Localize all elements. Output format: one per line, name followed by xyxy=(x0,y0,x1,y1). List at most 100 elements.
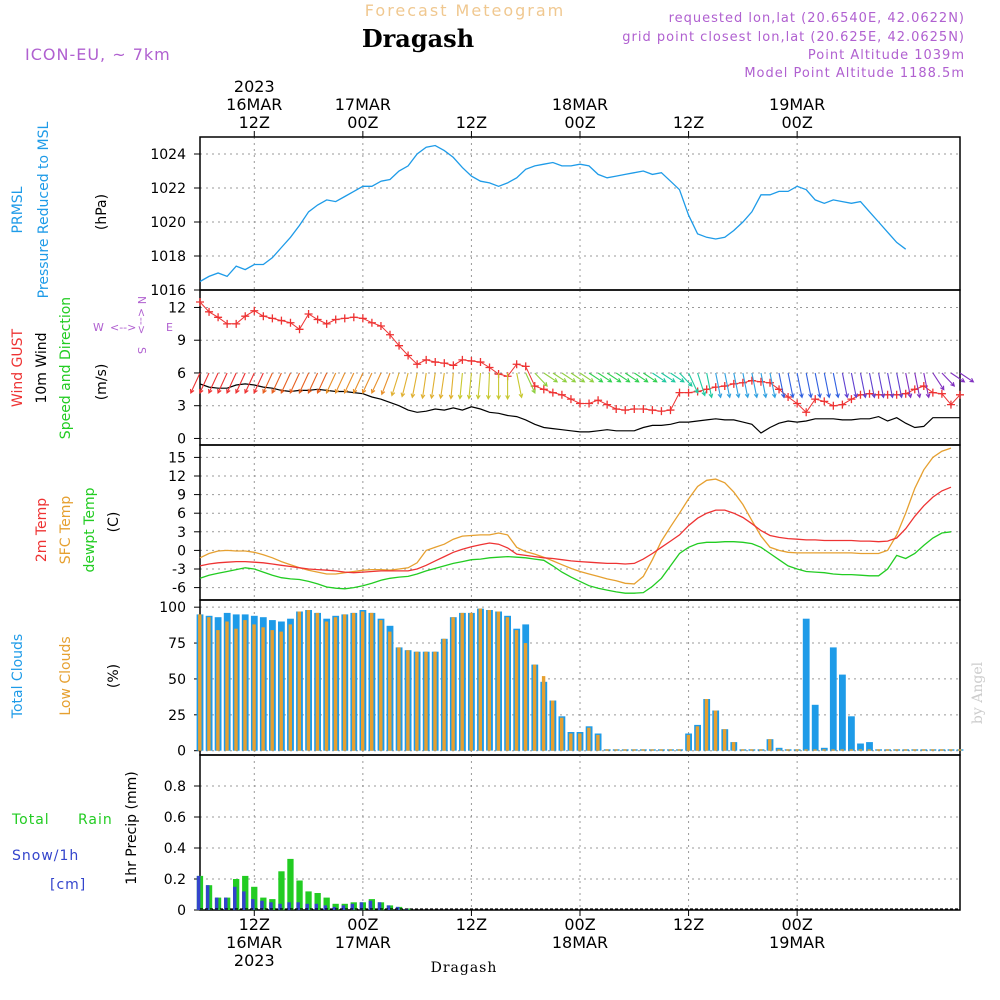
wind-dir-arrow xyxy=(832,372,840,399)
t2m-line xyxy=(199,486,952,574)
wind-dir-arrow xyxy=(325,372,337,394)
requested-coords: requested lon,lat (20.6540E, 42.0622N) xyxy=(669,11,965,26)
low-cloud-bar xyxy=(958,749,962,751)
y-tick-label: 1018 xyxy=(150,249,186,265)
low-cloud-bar xyxy=(306,610,311,751)
gust-marker xyxy=(295,325,304,334)
y-tick-label: -6 xyxy=(172,581,186,597)
low-cloud-bar xyxy=(903,749,908,751)
wind-dir-arrow xyxy=(235,372,246,394)
wind-dir-arrow xyxy=(262,372,273,394)
wind-dir-arrow xyxy=(769,372,777,399)
wind-dir-arrow xyxy=(878,372,886,399)
low-cloud-bar xyxy=(379,620,383,751)
time-label-top: 2023 xyxy=(234,77,275,96)
time-label-top: 00Z xyxy=(564,113,595,132)
low-cloud-bar xyxy=(831,749,835,751)
gust-marker xyxy=(612,404,621,413)
wind10-label: 10m Wind xyxy=(34,332,50,403)
time-label-top: 00Z xyxy=(781,113,812,132)
low-cloud-bar xyxy=(261,627,265,751)
gust-marker xyxy=(476,358,485,367)
wind-dir-arrow xyxy=(941,372,956,387)
low-cloud-bar xyxy=(614,749,618,751)
gust-marker xyxy=(594,396,603,405)
wind-dir-arrow xyxy=(438,372,445,400)
snow-bar xyxy=(260,900,264,910)
wind-dir-arrow xyxy=(733,372,741,399)
wind-dir-arrow xyxy=(486,372,491,401)
wind-dir-arrow xyxy=(787,372,795,399)
low-cloud-bar xyxy=(415,651,419,751)
pressure-panel: 1016 1018 1020 1022 1024 xyxy=(150,136,961,299)
wind-dir-arrow xyxy=(914,372,922,399)
snow-bar xyxy=(233,886,237,911)
gust-marker xyxy=(539,385,548,394)
low-cloud-bar xyxy=(849,749,853,751)
wind-dir-arrow xyxy=(271,372,282,394)
sfc-temp-line xyxy=(199,447,952,585)
dewpt-label: dewpt Temp xyxy=(82,487,98,572)
gust-marker xyxy=(585,399,594,408)
rain-bar xyxy=(251,886,258,911)
gust-marker xyxy=(811,395,820,404)
total-cloud-bar xyxy=(829,647,837,751)
gust-marker xyxy=(775,385,784,394)
low-cloud-bar xyxy=(876,749,881,751)
y-tick-label: 0.4 xyxy=(164,841,186,857)
wind-dir-arrow xyxy=(457,372,463,400)
y-tick-label: 1024 xyxy=(150,147,186,163)
wind-dir-arrow xyxy=(253,372,264,394)
time-label-top: 12Z xyxy=(456,113,487,132)
compass-n: N xyxy=(135,296,148,304)
snow-bar xyxy=(251,899,255,910)
low-cloud-bar xyxy=(768,739,772,751)
y-tick-label: 0 xyxy=(177,744,186,760)
wind-dir-arrow xyxy=(778,372,786,399)
snow-bar xyxy=(323,905,327,910)
low-cloud-bar xyxy=(216,630,220,751)
snow-unit-label: [cm] xyxy=(50,877,86,893)
low-cloud-bar xyxy=(695,726,700,751)
low-cloud-bar xyxy=(668,749,672,751)
gust-marker xyxy=(829,401,838,410)
gust-marker xyxy=(666,406,675,415)
wind-dir-arrow xyxy=(208,372,219,394)
wind-dir-arrow xyxy=(289,372,300,394)
wind-dir-arrow xyxy=(561,372,577,383)
gust-marker xyxy=(756,377,765,386)
y-tick-label: 25 xyxy=(168,708,186,724)
total-cloud-bar xyxy=(820,747,828,751)
low-cloud-bar xyxy=(605,749,609,751)
gust-marker xyxy=(250,306,259,315)
time-label-bottom: 17MAR xyxy=(335,933,391,952)
gust-marker xyxy=(440,359,449,368)
wind-dir-arrow xyxy=(475,372,482,400)
snow-bar xyxy=(205,885,210,910)
rain-bar xyxy=(296,880,303,910)
gust-marker xyxy=(838,400,847,409)
gust-marker xyxy=(684,388,693,397)
time-label-bottom: 16MAR xyxy=(226,933,282,952)
rain-bar xyxy=(323,897,330,910)
wind-dir-arrow xyxy=(715,372,723,399)
wind-dir-arrow xyxy=(543,372,559,383)
wind-dir-arrow xyxy=(796,372,804,399)
wind-dir-arrow xyxy=(923,372,931,399)
snow-bar xyxy=(341,905,346,910)
y-tick-label: 15 xyxy=(168,450,186,466)
wind-dir-arrow xyxy=(334,372,346,394)
wind-dir-arrow xyxy=(280,372,291,394)
low-cloud-bar xyxy=(731,742,736,751)
y-tick-label: 1020 xyxy=(150,215,186,231)
snow-bar xyxy=(332,906,336,910)
gust-marker xyxy=(467,356,476,365)
gust-marker xyxy=(322,319,331,328)
gust-marker xyxy=(349,313,358,322)
low-cloud-bar xyxy=(931,749,935,751)
wind-dir-arrow xyxy=(496,373,501,401)
total-cloud-bar xyxy=(775,747,783,751)
low-cloud-bar xyxy=(460,612,464,751)
wind-dir-arrow xyxy=(688,372,699,394)
y-tick-label: 0.8 xyxy=(164,779,186,795)
